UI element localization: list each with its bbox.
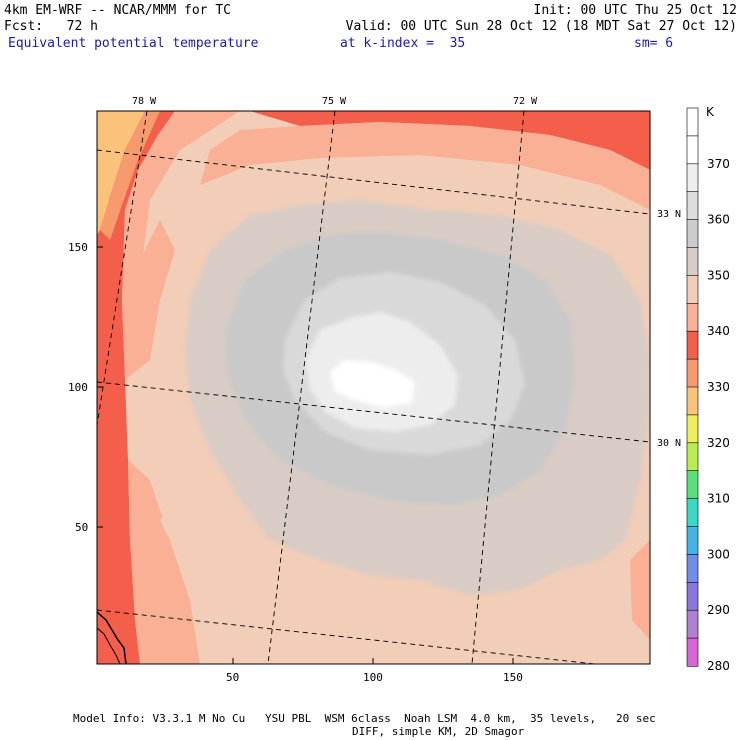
- lat-label-33n: 33 N: [657, 209, 681, 220]
- theta-e-field: [97, 111, 650, 664]
- field-west-band: [97, 111, 175, 664]
- colorbar-cell: [686, 107, 699, 137]
- coastline: [97, 611, 127, 664]
- x-tick-label-150: 150: [503, 671, 523, 684]
- y-tick-label-100: 100: [68, 381, 88, 394]
- colorbar-cell: [686, 330, 699, 360]
- colorbar-cell: [686, 609, 699, 639]
- colorbar-cell: [686, 135, 699, 165]
- y-tick-label-50: 50: [75, 521, 88, 534]
- colorbar-cell: [686, 302, 699, 332]
- field-west-345b: [122, 220, 175, 380]
- y-tick-label-150: 150: [68, 241, 88, 254]
- colorbar-cell: [686, 637, 699, 667]
- colorbar-cell: [686, 498, 699, 528]
- coastline-inner: [97, 627, 121, 664]
- colorbar-label: 360: [707, 213, 730, 227]
- colorbar-label: 320: [707, 436, 730, 450]
- colorbar-label: 330: [707, 380, 730, 394]
- field-west-345: [122, 111, 240, 300]
- field-north-345: [200, 122, 650, 210]
- colorbar-labels: 370 360 350 340 330 320 310 300 290 280: [707, 157, 730, 673]
- parallel-30n: [97, 381, 650, 443]
- colorbar-label: 350: [707, 268, 730, 282]
- colorbar-cell: [686, 191, 699, 221]
- level-label: at k-index = 35: [340, 36, 466, 51]
- meridian-72w: [471, 111, 525, 664]
- colorbar-label: 340: [707, 324, 730, 338]
- model-title: 4km EM-WRF -- NCAR/MMM for TC: [4, 3, 231, 18]
- axis-ticks: [97, 246, 514, 664]
- colorbar-cell: [686, 581, 699, 611]
- colorbar-cell: [686, 442, 699, 472]
- meridian-75w: [267, 111, 336, 664]
- field-nw-330: [97, 111, 145, 235]
- colorbar-cell: [686, 386, 699, 416]
- meridian-78w: [97, 111, 148, 426]
- colorbar-label: 280: [707, 659, 730, 673]
- graticule: [97, 111, 650, 664]
- colorbar-cell: [686, 358, 699, 388]
- colorbar-cell: [686, 470, 699, 500]
- colorbar-cell: [686, 219, 699, 249]
- colorbar-label: 370: [707, 157, 730, 171]
- forecast-hour: Fcst: 72 h: [4, 19, 98, 34]
- colorbar-cell: [686, 414, 699, 444]
- model-info-line-2: DIFF, simple KM, 2D Smagor: [352, 725, 525, 738]
- field-core: [330, 360, 415, 408]
- parallel-33n: [97, 149, 650, 215]
- parallel-27n: [97, 609, 599, 664]
- field-sw-350: [160, 480, 210, 600]
- colorbar-cell: [686, 275, 699, 304]
- lon-label-75w: 75 W: [322, 96, 347, 107]
- colorbar-cell: [686, 526, 699, 556]
- model-info-line-1: Model Info: V3.3.1 M No Cu YSU PBL WSM 6…: [73, 712, 656, 725]
- x-tick-label-50: 50: [226, 671, 239, 684]
- field-north-340: [250, 111, 650, 170]
- colorbar-cell: [686, 554, 699, 583]
- smoothing-label: sm= 6: [634, 36, 674, 51]
- colorbar-unit: K: [706, 105, 715, 119]
- colorbar-label: 300: [707, 547, 730, 561]
- field-se-345: [630, 540, 650, 640]
- lat-label-30n: 30 N: [657, 438, 681, 449]
- field-west-345c: [128, 460, 200, 664]
- valid-time: Valid: 00 UTC Sun 28 Oct 12 (18 MDT Sat …: [345, 19, 737, 34]
- colorbar-label: 290: [707, 603, 730, 617]
- x-tick-label-100: 100: [363, 671, 383, 684]
- colorbar-label: 310: [707, 492, 730, 506]
- lon-label-78w: 78 W: [132, 96, 157, 107]
- field-nw-335: [100, 111, 160, 240]
- field-name: Equivalent potential temperature: [8, 36, 259, 51]
- colorbar-cell: [686, 163, 699, 193]
- init-time: Init: 00 UTC Thu 25 Oct 12: [533, 3, 738, 18]
- colorbar: [686, 107, 699, 667]
- colorbar-cell: [686, 247, 699, 277]
- lon-label-72w: 72 W: [513, 96, 538, 107]
